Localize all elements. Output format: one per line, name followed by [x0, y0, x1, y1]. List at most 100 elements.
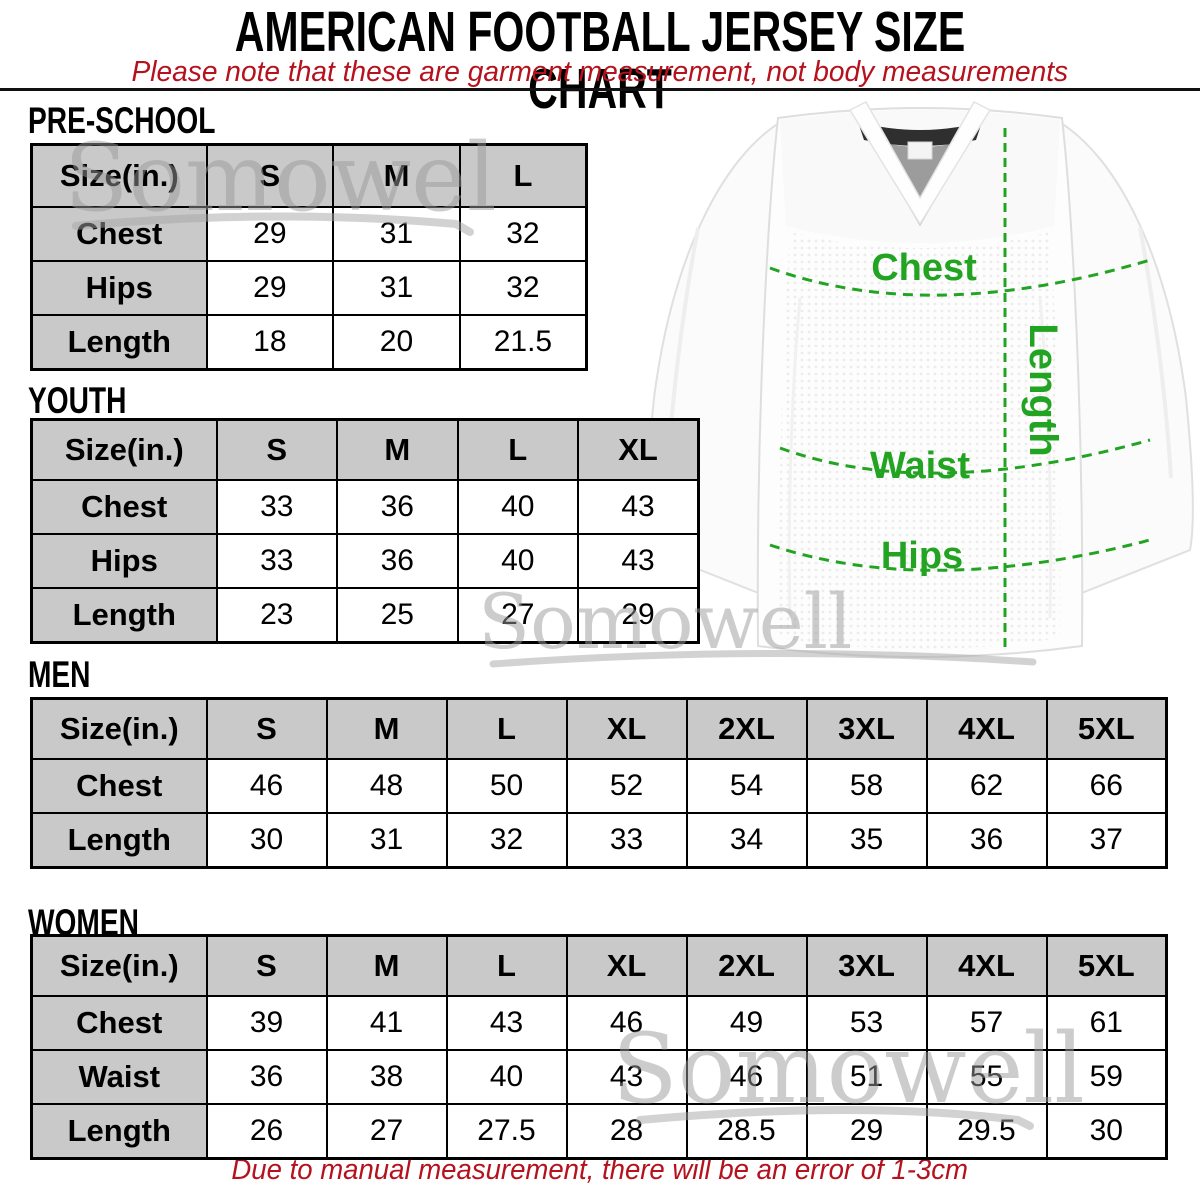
table-cell: 43 — [577, 533, 700, 589]
column-header: 3XL — [805, 934, 928, 997]
table-header-row: Size(in.) S M L XL — [30, 418, 700, 481]
column-header: 4XL — [925, 697, 1048, 760]
column-header: M — [336, 418, 459, 481]
table-cell: 54 — [685, 758, 808, 814]
row-label: Chest — [30, 206, 208, 262]
column-header: 5XL — [1045, 934, 1168, 997]
divider-line — [0, 88, 1200, 91]
table-cell: 46 — [685, 1049, 808, 1105]
table-cell: 43 — [577, 479, 700, 535]
table-header-row: Size(in.) S M L XL 2XL 3XL 4XL 5XL — [30, 934, 1168, 997]
table-cell: 66 — [1045, 758, 1168, 814]
table-cell: 36 — [336, 479, 459, 535]
table-cell: 20 — [332, 314, 461, 371]
table-row: Chest 29 31 32 — [30, 206, 588, 262]
length-label: Length — [1021, 323, 1065, 456]
table-row: Waist 36 38 40 43 46 51 55 59 — [30, 1049, 1168, 1105]
column-header: Size(in.) — [30, 697, 208, 760]
sleeve-fold-line — [1138, 227, 1173, 479]
table-cell: 62 — [925, 758, 1048, 814]
table-cell: 36 — [336, 533, 459, 589]
hips-measure-line — [769, 538, 1151, 572]
table-cell: 31 — [325, 812, 448, 869]
table-cell: 32 — [458, 206, 588, 262]
table-cell: 33 — [215, 533, 338, 589]
size-table-youth: Size(in.) S M L XL Chest 33 36 40 43 Hips 33 36 40 43 L… — [30, 418, 700, 644]
column-header: 2XL — [685, 934, 808, 997]
row-label: Chest — [30, 995, 208, 1051]
column-header: M — [325, 697, 448, 760]
table-cell: 30 — [205, 812, 328, 869]
hips-label: Hips — [881, 535, 963, 577]
table-cell: 49 — [685, 995, 808, 1051]
jersey-illustration: Chest Waist Hips Length — [646, 101, 1194, 658]
table-cell: 36 — [205, 1049, 328, 1105]
column-header: Size(in.) — [30, 418, 218, 481]
page-subtitle-text: Please note that these are garment measu… — [131, 56, 1069, 88]
column-header: L — [445, 697, 568, 760]
table-header-row: Size(in.) S M L — [30, 143, 588, 208]
table-cell: 41 — [325, 995, 448, 1051]
waist-label: Waist — [870, 445, 970, 487]
table-row: Length 30 31 32 33 34 35 36 37 — [30, 812, 1168, 869]
table-cell: 29 — [577, 587, 700, 644]
table-cell: 46 — [565, 995, 688, 1051]
table-cell: 27 — [456, 587, 579, 644]
column-header: 2XL — [685, 697, 808, 760]
row-label: Length — [30, 1103, 208, 1160]
column-header: L — [458, 143, 588, 208]
table-row: Chest 39 41 43 46 49 53 57 61 — [30, 995, 1168, 1051]
table-cell: 51 — [805, 1049, 928, 1105]
table-cell: 21.5 — [458, 314, 588, 371]
collar-back-band — [858, 122, 982, 146]
table-row: Chest 33 36 40 43 — [30, 479, 700, 535]
collar-v-ribbing — [848, 101, 992, 226]
table-cell: 38 — [325, 1049, 448, 1105]
table-row: Hips 29 31 32 — [30, 260, 588, 316]
table-cell: 18 — [205, 314, 335, 371]
column-header: M — [325, 934, 448, 997]
table-cell: 34 — [685, 812, 808, 869]
row-label: Hips — [30, 260, 208, 316]
table-cell: 31 — [332, 206, 461, 262]
table-cell: 40 — [456, 533, 579, 589]
table-cell: 52 — [565, 758, 688, 814]
table-cell: 36 — [925, 812, 1048, 869]
page-subtitle: Please note that these are garment measu… — [0, 56, 1200, 89]
table-cell: 57 — [925, 995, 1048, 1051]
column-header: 5XL — [1045, 697, 1168, 760]
table-cell: 28 — [565, 1103, 688, 1160]
table-cell: 29 — [205, 206, 335, 262]
column-header: L — [456, 418, 579, 481]
table-cell: 29.5 — [925, 1103, 1048, 1160]
table-cell: 59 — [1045, 1049, 1168, 1105]
table-cell: 27.5 — [445, 1103, 568, 1160]
table-cell: 37 — [1045, 812, 1168, 869]
size-table-preschool: Size(in.) S M L Chest 29 31 32 Hips 29 31 32 Length 1… — [30, 143, 588, 371]
table-row: Chest 46 48 50 52 54 58 62 66 — [30, 758, 1168, 814]
table-cell: 23 — [215, 587, 338, 644]
column-header: L — [445, 934, 568, 997]
table-cell: 32 — [458, 260, 588, 316]
column-header: 4XL — [925, 934, 1048, 997]
waist-measure-line — [779, 438, 1151, 475]
table-row: Length 26 27 27.5 28 28.5 29 29.5 30 — [30, 1103, 1168, 1160]
table-cell: 46 — [205, 758, 328, 814]
table-cell: 26 — [205, 1103, 328, 1160]
table-cell: 43 — [445, 995, 568, 1051]
row-label: Waist — [30, 1049, 208, 1105]
table-row: Length 18 20 21.5 — [30, 314, 588, 371]
table-cell: 35 — [805, 812, 928, 869]
table-cell: 33 — [565, 812, 688, 869]
table-row: Length 23 25 27 29 — [30, 587, 700, 644]
row-label: Length — [30, 812, 208, 869]
column-header: S — [205, 697, 328, 760]
table-cell: 39 — [205, 995, 328, 1051]
table-cell: 48 — [325, 758, 448, 814]
chest-measure-line — [769, 258, 1151, 297]
table-row: Hips 33 36 40 43 — [30, 533, 700, 589]
chest-label: Chest — [871, 247, 977, 289]
table-cell: 40 — [456, 479, 579, 535]
row-label: Length — [30, 314, 208, 371]
